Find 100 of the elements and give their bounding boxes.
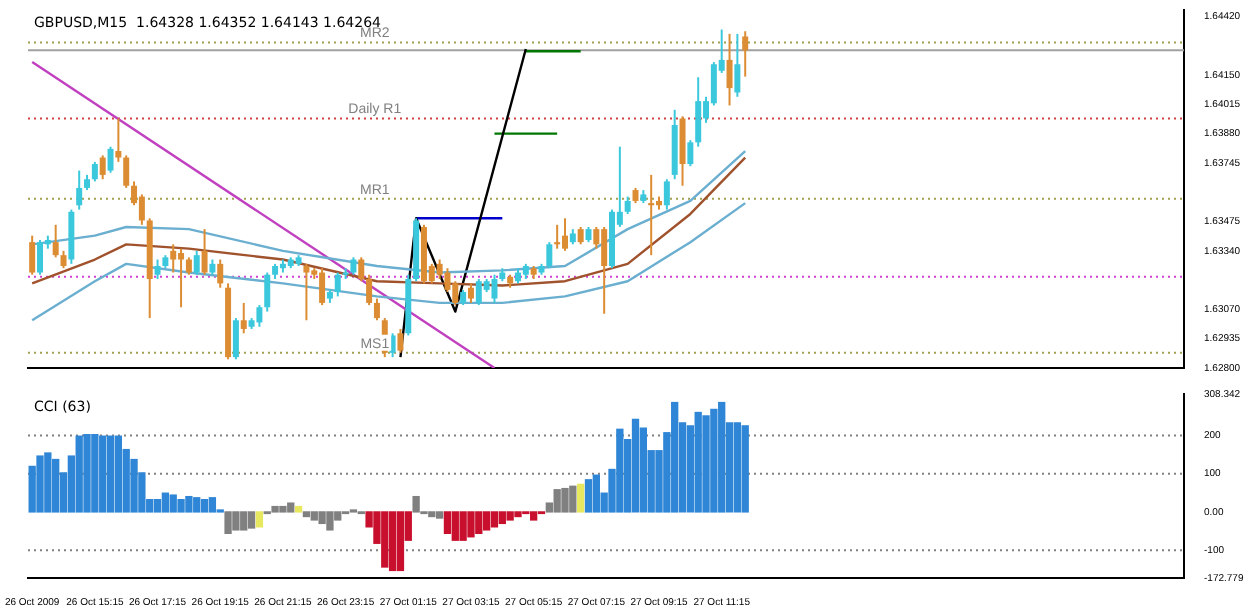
bar	[506, 511, 514, 521]
bar	[294, 505, 303, 513]
candlestick	[546, 241, 553, 270]
bar	[36, 455, 44, 513]
bar	[185, 495, 193, 513]
bar	[710, 408, 718, 513]
candlestick	[726, 32, 733, 107]
bar	[381, 511, 389, 568]
bar	[616, 428, 624, 513]
candlestick	[742, 30, 749, 78]
bar	[553, 489, 561, 513]
bar	[443, 511, 452, 534]
candlestick	[37, 238, 44, 276]
bar	[694, 411, 702, 513]
bar	[44, 452, 52, 513]
bar	[741, 425, 749, 513]
bar	[577, 483, 585, 513]
bar	[193, 497, 201, 513]
candlestick	[648, 173, 655, 257]
bar	[106, 435, 115, 513]
bar	[733, 422, 742, 513]
candlestick	[334, 271, 341, 298]
candlestick	[475, 278, 482, 307]
candlestick	[217, 258, 224, 289]
bar	[529, 511, 538, 521]
bar	[52, 458, 60, 513]
candlestick	[358, 256, 365, 283]
bar	[569, 485, 577, 513]
candlestick	[91, 160, 98, 183]
candlestick	[193, 249, 200, 276]
candlestick	[240, 301, 247, 335]
candlestick	[256, 304, 263, 328]
bar	[318, 511, 326, 525]
bar	[561, 487, 569, 513]
bar	[490, 511, 499, 528]
bar	[91, 434, 99, 513]
candlestick	[123, 154, 130, 189]
bar	[514, 511, 522, 518]
candlestick	[115, 117, 122, 163]
candlestick	[695, 76, 702, 148]
bar	[435, 511, 444, 519]
bar	[428, 511, 436, 518]
bar	[396, 511, 405, 572]
bar	[247, 511, 256, 529]
bar	[451, 511, 459, 541]
bar	[639, 427, 648, 513]
bar	[310, 511, 318, 521]
bar	[592, 474, 600, 513]
candlestick	[687, 139, 694, 168]
candlestick	[554, 223, 561, 250]
bar	[584, 479, 593, 513]
bar	[412, 495, 420, 513]
bar	[287, 502, 295, 513]
bar	[326, 511, 334, 531]
candlestick	[201, 228, 208, 276]
bar	[114, 435, 123, 513]
bar	[482, 511, 491, 531]
candlestick	[679, 115, 686, 187]
candlestick	[107, 145, 114, 174]
candlestick	[491, 273, 498, 304]
bar	[83, 434, 91, 513]
candlestick	[366, 273, 373, 307]
candlestick	[76, 169, 83, 211]
candlestick	[452, 280, 459, 307]
bar	[153, 499, 162, 513]
bar	[459, 511, 467, 541]
bar	[200, 499, 209, 513]
candlestick	[29, 234, 36, 276]
bar	[498, 511, 506, 525]
candlestick	[561, 217, 568, 252]
bar	[240, 511, 248, 531]
bar	[302, 511, 311, 518]
candlestick	[52, 223, 59, 259]
candlestick	[303, 262, 310, 322]
bar	[99, 435, 107, 513]
candlestick	[99, 154, 106, 181]
bar	[75, 435, 83, 513]
bar	[671, 401, 679, 513]
candlestick	[264, 271, 271, 313]
candlestick	[170, 243, 177, 274]
candlestick	[663, 178, 670, 211]
candlestick	[734, 32, 741, 98]
bar	[169, 494, 177, 513]
candlestick	[138, 193, 145, 226]
candlestick	[467, 282, 474, 304]
candlestick	[154, 258, 161, 281]
candlestick	[232, 317, 239, 361]
bar	[271, 505, 279, 513]
bar	[232, 511, 240, 531]
bar	[631, 418, 640, 513]
candlestick	[601, 225, 608, 315]
bar	[161, 492, 170, 513]
candlestick	[68, 208, 75, 265]
bar	[388, 511, 397, 572]
bar	[702, 415, 710, 513]
candlestick	[397, 327, 404, 354]
bar	[718, 401, 726, 513]
bar	[467, 511, 475, 538]
candlestick	[373, 297, 380, 322]
bar	[475, 511, 483, 534]
